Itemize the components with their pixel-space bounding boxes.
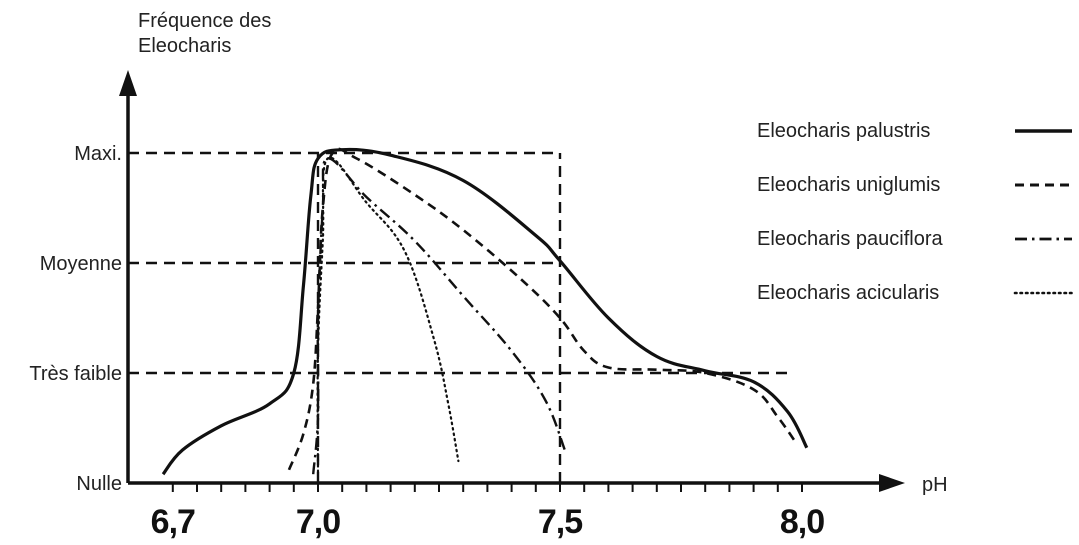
x-axis-label: pH	[922, 474, 948, 496]
legend-label: Eleocharis acicularis	[757, 282, 939, 304]
reference-lines	[128, 151, 793, 483]
legend-label: Eleocharis uniglumis	[757, 174, 940, 196]
legend-label: Eleocharis pauciflora	[757, 228, 944, 250]
y-axis-title: Fréquence des Eleocharis	[138, 10, 271, 57]
axes	[119, 70, 905, 492]
legend: Eleocharis palustris Eleocharis uniglumis…	[757, 120, 1074, 304]
series-line-solid	[161, 147, 809, 476]
y-tick-label: Très faible	[29, 363, 122, 385]
series-line-dotted	[316, 156, 460, 474]
x-tick-label: 7,0	[296, 503, 340, 541]
legend-label: Eleocharis palustris	[757, 120, 930, 142]
y-axis-arrow-icon	[119, 70, 137, 96]
y-axis-title-line-1: Fréquence des	[138, 10, 271, 32]
y-tick-label: Moyenne	[40, 253, 122, 275]
y-axis-title-line-2: Eleocharis	[138, 35, 231, 57]
series-layer	[161, 147, 809, 476]
x-tick-label: 7,5	[538, 503, 582, 541]
y-tick-label: Maxi.	[74, 143, 122, 165]
x-tick-label: 6,7	[151, 503, 195, 541]
series-line-dashdot	[312, 157, 566, 475]
y-tick-label: Nulle	[76, 473, 122, 495]
x-tick-labels: 6,7 7,0 7,5 8,0	[151, 503, 826, 541]
y-tick-labels: Nulle Très faible Moyenne Maxi.	[29, 143, 122, 495]
x-axis-arrow-icon	[879, 474, 905, 492]
x-tick-label: 8,0	[780, 503, 824, 541]
